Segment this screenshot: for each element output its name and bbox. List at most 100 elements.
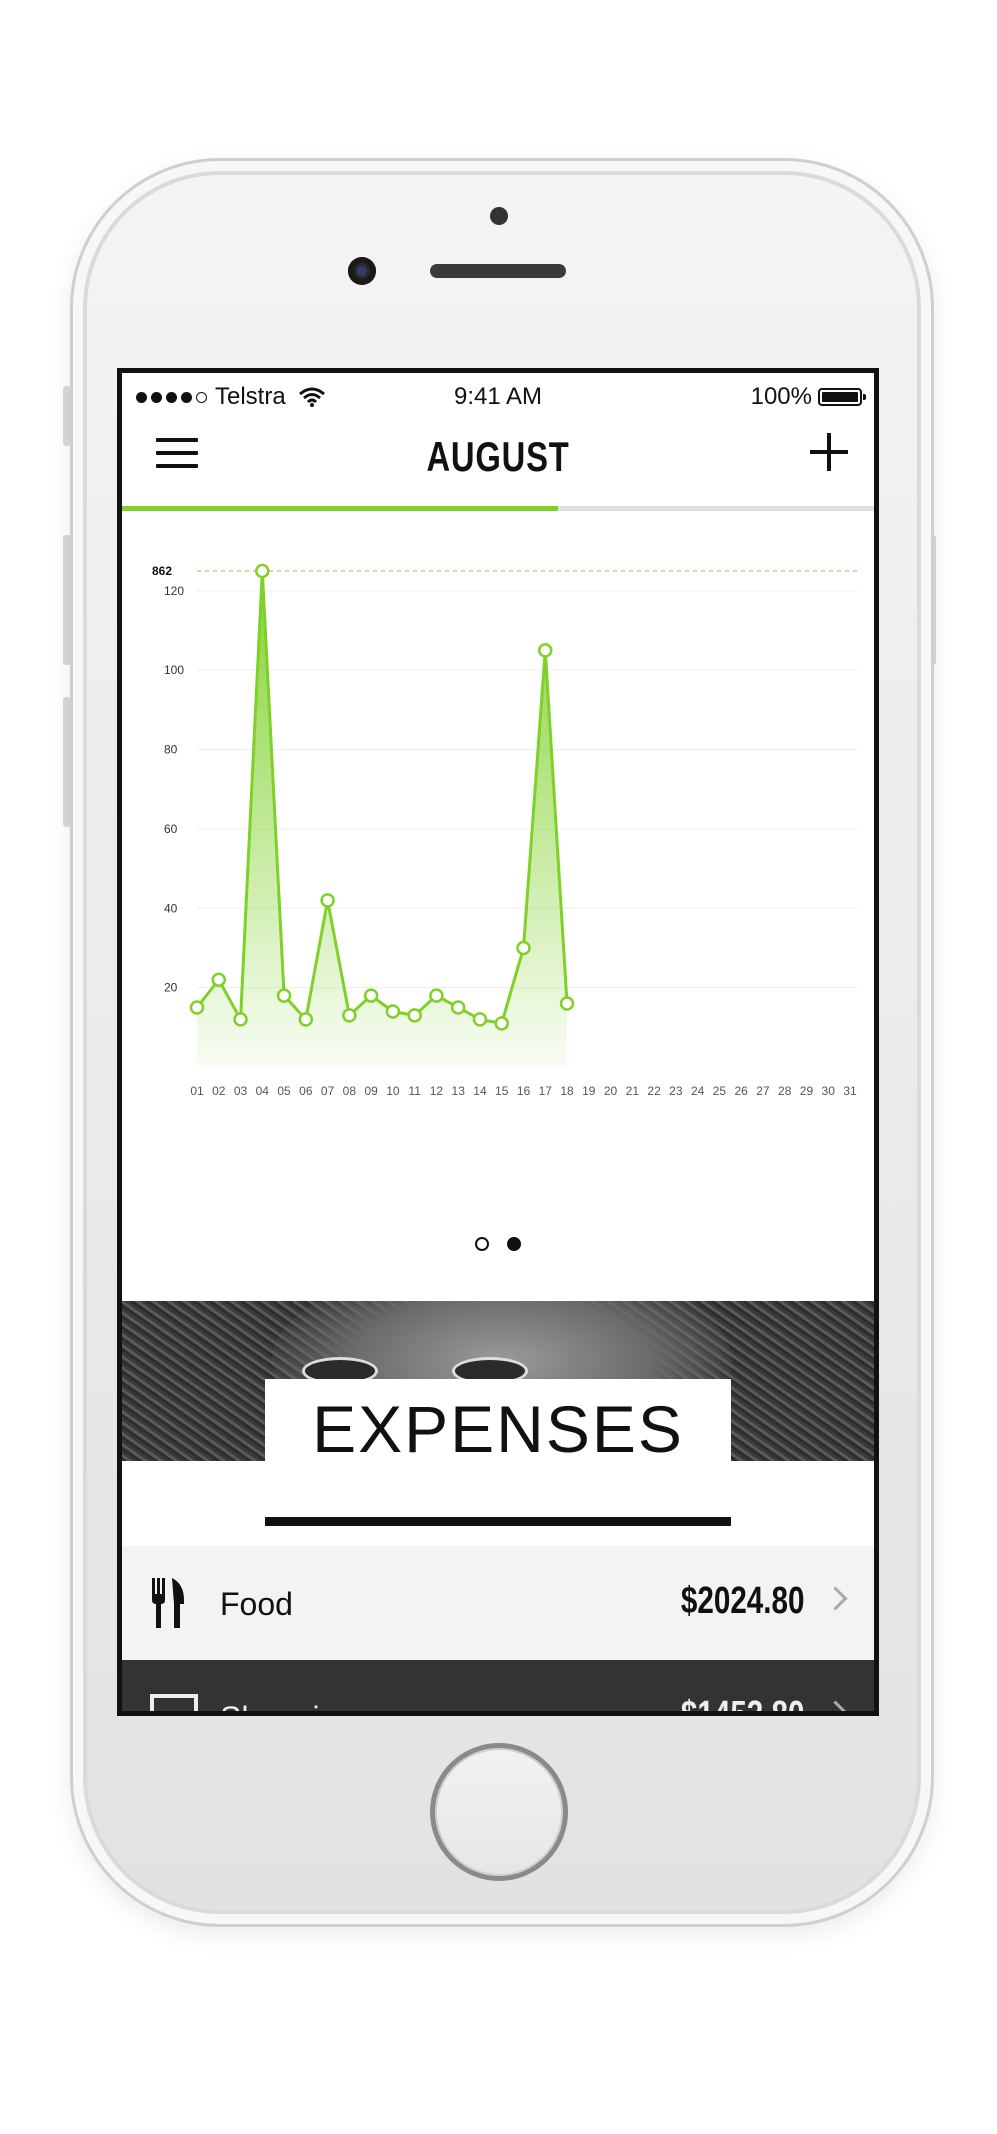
x-tick-label: 18 [560, 1084, 574, 1098]
data-point [385, 1004, 401, 1019]
data-point [450, 1000, 466, 1015]
expense-amount: $1452.80 [680, 1694, 804, 1716]
title-box [265, 1379, 731, 1474]
x-tick-label: 15 [495, 1084, 509, 1098]
fork-knife-icon [152, 1578, 184, 1628]
page-dot[interactable] [507, 1237, 521, 1251]
data-point [342, 1008, 357, 1023]
x-tick-label: 16 [517, 1084, 531, 1098]
y-tick-label: 40 [164, 901, 178, 915]
signal-dot-icon [166, 391, 177, 403]
x-tick-label: 04 [256, 1084, 270, 1098]
battery-icon [818, 388, 866, 406]
signal-dot-icon [181, 391, 192, 403]
status-bar: Telstra 9:41 AM 100% [122, 373, 874, 413]
data-point [320, 893, 335, 908]
data-point [516, 940, 531, 956]
title-underline [265, 1517, 731, 1526]
y-tick-label: 100 [164, 663, 184, 677]
x-tick-label: 26 [734, 1084, 748, 1098]
x-tick-label: 20 [604, 1084, 618, 1098]
carrier-name: Telstra [215, 383, 286, 410]
data-point [538, 643, 553, 658]
y-tick-label: 60 [164, 822, 178, 836]
hamburger-icon[interactable] [156, 438, 198, 468]
battery-indicator: 100% [750, 383, 866, 411]
chevron-right-icon [823, 1586, 848, 1611]
x-tick-label: 02 [212, 1084, 226, 1098]
signal-dot-icon [196, 391, 207, 403]
data-point [276, 988, 292, 1003]
x-tick-label: 10 [386, 1084, 400, 1098]
data-point [298, 1012, 314, 1027]
plus-icon[interactable] [810, 433, 848, 471]
expense-amount: $2024.80 [680, 1580, 804, 1622]
volume-down-button [63, 697, 71, 827]
expense-row-food[interactable]: Food $2024.80 [122, 1546, 874, 1660]
x-tick-label: 30 [822, 1084, 836, 1098]
chevron-right-icon [823, 1700, 848, 1711]
nav-bar: AUGUST [122, 413, 874, 480]
y-tick-label: 20 [164, 981, 178, 995]
x-tick-label: 23 [669, 1084, 683, 1098]
volume-up-button [63, 535, 71, 665]
x-tick-label: 31 [843, 1084, 857, 1098]
y-tick-label: 80 [164, 743, 178, 757]
x-tick-label: 22 [647, 1084, 661, 1098]
credit-card-icon [150, 1694, 198, 1711]
battery-percent: 100% [750, 383, 812, 410]
x-tick-label: 05 [277, 1084, 291, 1098]
page-indicator [122, 1237, 874, 1251]
section-background [122, 1461, 874, 1551]
carrier-indicator: Telstra [136, 383, 326, 411]
page-title: AUGUST [426, 433, 570, 480]
data-point [233, 1012, 248, 1027]
x-tick-label: 13 [452, 1084, 466, 1098]
signal-dot-icon [136, 391, 147, 403]
data-point [189, 1000, 205, 1015]
mute-switch [63, 386, 71, 446]
expense-label: Food [220, 1586, 293, 1622]
status-time: 9:41 AM [453, 383, 543, 410]
daily-spend-chart: 20 40 60 80 100 120 862 01 02 03 04 05 06 07 08 09 10 11 1… [152, 563, 857, 1098]
month-progress-bar [122, 506, 874, 511]
x-tick-label: 07 [321, 1084, 335, 1098]
earpiece-speaker [430, 264, 566, 278]
front-camera-icon [348, 257, 376, 285]
x-tick-label: 06 [299, 1084, 313, 1098]
data-point [559, 996, 575, 1011]
x-tick-label: 12 [430, 1084, 444, 1098]
data-point [363, 988, 379, 1003]
x-tick-label: 14 [473, 1084, 487, 1098]
x-tick-label: 25 [713, 1084, 727, 1098]
series-line [195, 570, 569, 1026]
x-tick-label: 09 [364, 1084, 378, 1098]
max-reference-label: 862 [152, 564, 172, 578]
data-point [211, 972, 227, 987]
expense-label: Shopping [220, 1700, 355, 1711]
x-tick-label: 01 [190, 1084, 204, 1098]
x-tick-label: 17 [539, 1084, 553, 1098]
wifi-icon [298, 387, 325, 407]
data-point [472, 1012, 488, 1027]
signal-dot-icon [151, 391, 162, 403]
proximity-sensor [490, 207, 508, 225]
data-point [255, 563, 270, 579]
expense-row-shopping[interactable]: Shopping $1452.80 [122, 1660, 874, 1716]
page-dot[interactable] [475, 1237, 489, 1251]
x-tick-label: 21 [626, 1084, 640, 1098]
home-button[interactable] [430, 1743, 568, 1881]
x-tick-label: 24 [691, 1084, 705, 1098]
x-tick-label: 11 [408, 1084, 421, 1098]
app-screen: Telstra 9:41 AM 100% AUGUST 20 40 60 8 [117, 368, 879, 1716]
expenses-title: EXPENSES [312, 1392, 684, 1466]
x-tick-label: 03 [234, 1084, 248, 1098]
x-tick-label: 29 [800, 1084, 814, 1098]
y-tick-label: 120 [164, 584, 184, 598]
data-point [429, 988, 444, 1003]
x-tick-label: 19 [582, 1084, 596, 1098]
month-progress-fill [122, 506, 559, 511]
data-point [407, 1008, 422, 1023]
x-tick-label: 27 [756, 1084, 770, 1098]
data-point [494, 1016, 509, 1031]
